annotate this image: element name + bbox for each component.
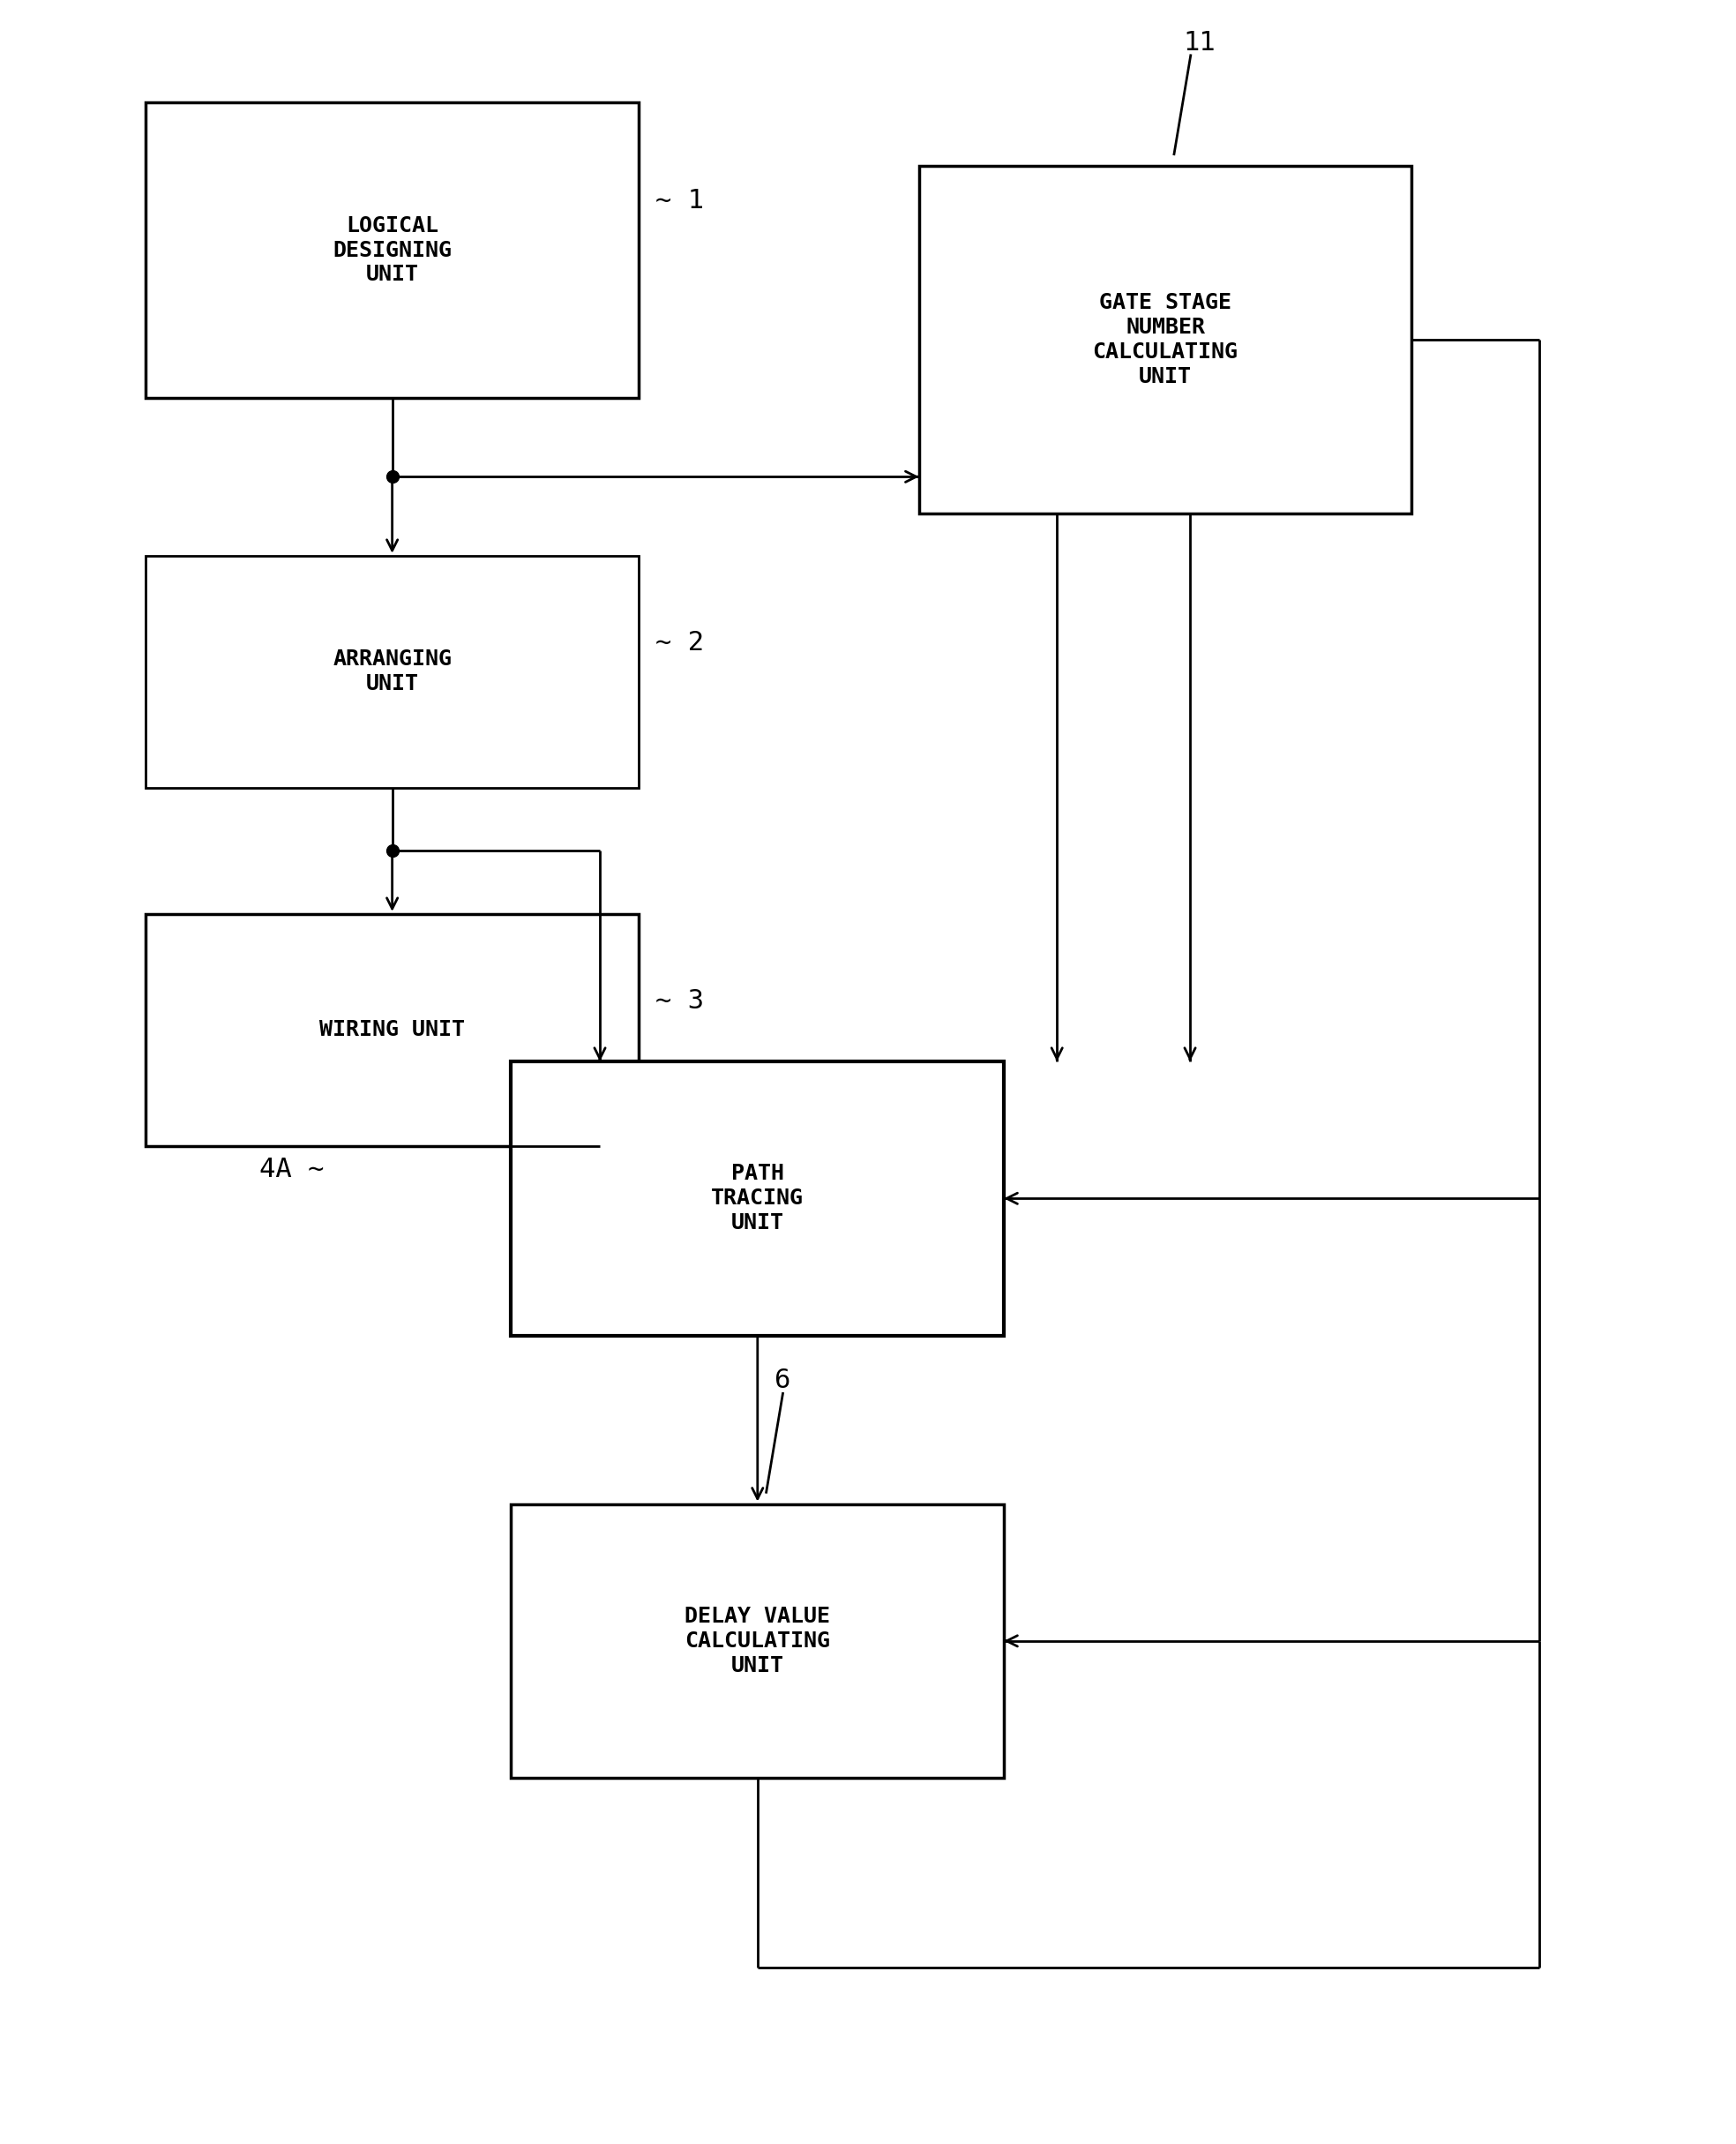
Text: GATE STAGE
NUMBER
CALCULATING
UNIT: GATE STAGE NUMBER CALCULATING UNIT	[1092, 292, 1238, 388]
FancyBboxPatch shape	[146, 103, 639, 397]
FancyBboxPatch shape	[510, 1061, 1003, 1336]
Text: ~ 1: ~ 1	[656, 189, 705, 212]
FancyBboxPatch shape	[510, 1503, 1003, 1777]
FancyBboxPatch shape	[918, 165, 1411, 515]
Text: ~ 2: ~ 2	[656, 630, 705, 656]
Text: DELAY VALUE
CALCULATING
UNIT: DELAY VALUE CALCULATING UNIT	[684, 1606, 830, 1677]
Text: LOGICAL
DESIGNING
UNIT: LOGICAL DESIGNING UNIT	[333, 214, 451, 285]
Text: 6: 6	[774, 1368, 792, 1394]
Text: ARRANGING
UNIT: ARRANGING UNIT	[333, 650, 451, 695]
Text: ~ 3: ~ 3	[656, 988, 705, 1014]
Text: 11: 11	[1184, 30, 1215, 56]
Text: PATH
TRACING
UNIT: PATH TRACING UNIT	[712, 1164, 804, 1233]
Text: 4A ~: 4A ~	[259, 1158, 325, 1183]
FancyBboxPatch shape	[146, 913, 639, 1145]
Text: WIRING UNIT: WIRING UNIT	[319, 1018, 465, 1040]
FancyBboxPatch shape	[146, 555, 639, 787]
